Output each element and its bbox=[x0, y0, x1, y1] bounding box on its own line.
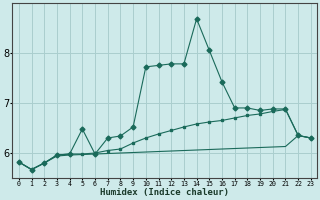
X-axis label: Humidex (Indice chaleur): Humidex (Indice chaleur) bbox=[100, 188, 229, 197]
